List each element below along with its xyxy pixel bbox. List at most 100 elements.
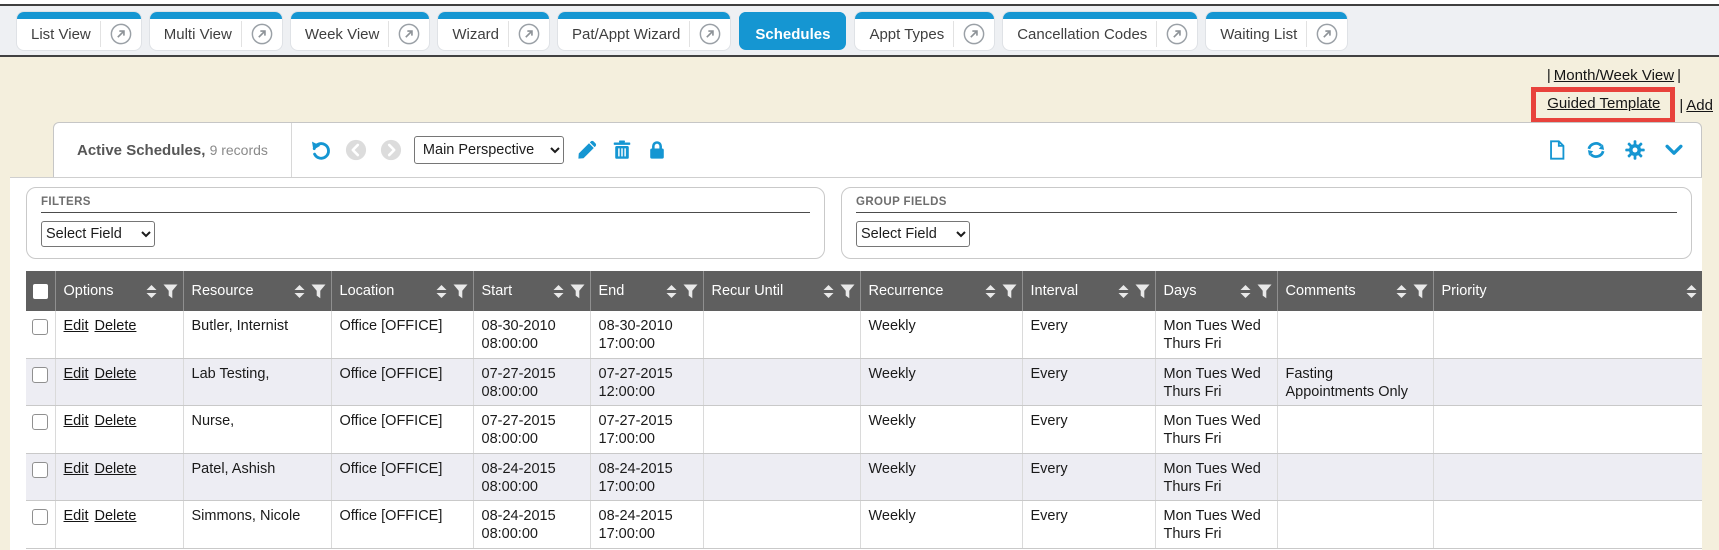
sort-icon[interactable] [1239, 284, 1252, 299]
select-all-checkbox[interactable] [33, 283, 48, 299]
column-header-label[interactable]: Interval [1030, 283, 1079, 299]
edit-link[interactable]: Edit [63, 508, 89, 525]
lock-icon[interactable] [645, 138, 669, 162]
sort-icon[interactable] [435, 284, 448, 299]
column-header-label[interactable]: Options [63, 283, 114, 299]
edit-link[interactable]: Edit [63, 460, 89, 477]
row-checkbox[interactable] [32, 509, 48, 526]
recurrence-cell: Weekly [860, 405, 1023, 454]
tab-divider [240, 21, 242, 47]
open-in-new-window-icon[interactable] [963, 23, 985, 45]
filter-funnel-icon[interactable] [163, 284, 178, 299]
delete-link[interactable]: Delete [94, 508, 137, 525]
open-in-new-window-icon[interactable] [518, 23, 540, 45]
column-header-resource: Resource [183, 271, 332, 311]
collapse-chevron-icon[interactable] [1662, 138, 1686, 162]
guided-template-link[interactable]: Guided Template [1547, 95, 1661, 112]
filter-funnel-icon[interactable] [570, 284, 585, 299]
edit-link[interactable]: Edit [63, 413, 89, 430]
open-in-new-window-icon[interactable] [1316, 23, 1338, 45]
column-header-label[interactable]: Days [1163, 283, 1197, 299]
month-week-view-link[interactable]: Month/Week View [1553, 67, 1675, 84]
open-in-new-window-icon[interactable] [699, 23, 721, 45]
open-in-new-window-icon[interactable] [398, 23, 420, 45]
settings-gear-icon[interactable] [1623, 138, 1647, 162]
group-fields-panel: GROUP FIELDS Select Field [841, 187, 1692, 259]
tab-divider [1306, 21, 1308, 47]
undo-icon[interactable] [309, 138, 333, 162]
sort-icon[interactable] [1395, 284, 1408, 299]
separator: | [1546, 67, 1551, 84]
column-header-label[interactable]: Location [339, 283, 395, 299]
delete-link[interactable]: Delete [94, 318, 137, 334]
edit-link[interactable]: Edit [63, 318, 89, 334]
column-header-label[interactable]: Recur Until [711, 283, 784, 299]
recurrence-cell: Weekly [860, 311, 1023, 359]
filter-funnel-icon[interactable] [1135, 284, 1150, 299]
tab-cancellation-codes[interactable]: Cancellation Codes [1003, 11, 1198, 50]
edit-pencil-icon[interactable] [575, 138, 599, 162]
column-header-label[interactable]: Resource [191, 283, 254, 299]
delete-link[interactable]: Delete [94, 460, 137, 477]
filter-funnel-icon[interactable] [683, 284, 698, 299]
tab-appt-types[interactable]: Appt Types [855, 11, 995, 50]
tab-label: Pat/Appt Wizard [572, 25, 681, 43]
sort-icon[interactable] [552, 284, 565, 299]
panel-title: Active Schedules, 9 records [54, 142, 291, 159]
column-header-label[interactable]: End [598, 283, 625, 299]
tab-multi-view[interactable]: Multi View [149, 11, 282, 50]
column-header-label[interactable]: Start [481, 283, 513, 299]
column-header-end: End [590, 271, 704, 311]
prev-circle-icon[interactable] [344, 138, 368, 162]
filter-funnel-icon[interactable] [1413, 284, 1428, 299]
row-checkbox[interactable] [32, 366, 48, 383]
column-header-label[interactable]: Comments [1285, 283, 1356, 299]
row-checkbox[interactable] [32, 414, 48, 431]
sort-icon[interactable] [293, 284, 306, 299]
next-circle-icon[interactable] [379, 138, 403, 162]
tab-waiting-list[interactable]: Waiting List [1206, 11, 1348, 50]
new-document-icon[interactable] [1545, 138, 1569, 162]
filter-funnel-icon[interactable] [1002, 284, 1017, 299]
sort-icon[interactable] [145, 284, 158, 299]
group-fields-field-select[interactable]: Select Field [856, 221, 970, 247]
perspective-select[interactable]: Main Perspective [413, 136, 564, 164]
sort-icon[interactable] [984, 284, 997, 299]
column-header-label[interactable]: Priority [1441, 283, 1487, 299]
open-in-new-window-icon[interactable] [110, 23, 132, 45]
table-row: Edit Delete Simmons, Nicole Office [OFFIC… [26, 500, 1702, 549]
column-header-label[interactable]: Recurrence [868, 283, 944, 299]
tab-schedules[interactable]: Schedules [739, 11, 847, 50]
tab-wizard[interactable]: Wizard [438, 11, 550, 50]
filter-funnel-icon[interactable] [840, 284, 855, 299]
filter-funnel-icon[interactable] [311, 284, 326, 299]
filters-field-select[interactable]: Select Field [41, 221, 155, 247]
tab-week-view[interactable]: Week View [290, 11, 430, 50]
edit-link[interactable]: Edit [63, 365, 89, 382]
priority-cell [1433, 453, 1702, 502]
separator: | [1679, 96, 1684, 114]
tab-pat-appt-wizard[interactable]: Pat/Appt Wizard [558, 11, 731, 50]
sort-icon[interactable] [822, 284, 835, 299]
tab-label: Week View [304, 25, 380, 43]
open-in-new-window-icon[interactable] [251, 23, 273, 45]
filter-funnel-icon[interactable] [453, 284, 468, 299]
delete-trash-icon[interactable] [610, 138, 634, 162]
row-checkbox[interactable] [32, 461, 48, 478]
tab-accent-bar [739, 11, 847, 19]
open-in-new-window-icon[interactable] [1166, 23, 1188, 45]
interval-cell: Every [1022, 500, 1156, 549]
recurrence-cell: Weekly [860, 453, 1023, 502]
row-checkbox[interactable] [32, 319, 48, 335]
sort-icon[interactable] [1685, 284, 1698, 299]
sort-icon[interactable] [665, 284, 678, 299]
end-cell: 07-27-2015 17:00:00 [590, 405, 704, 454]
delete-link[interactable]: Delete [94, 365, 137, 382]
tab-list-view[interactable]: List View [17, 11, 141, 50]
add-link[interactable]: Add [1686, 96, 1713, 114]
sort-icon[interactable] [1117, 284, 1130, 299]
filters-title: FILTERS [41, 196, 810, 213]
refresh-icon[interactable] [1584, 138, 1608, 162]
delete-link[interactable]: Delete [94, 413, 137, 430]
filter-funnel-icon[interactable] [1257, 284, 1272, 299]
